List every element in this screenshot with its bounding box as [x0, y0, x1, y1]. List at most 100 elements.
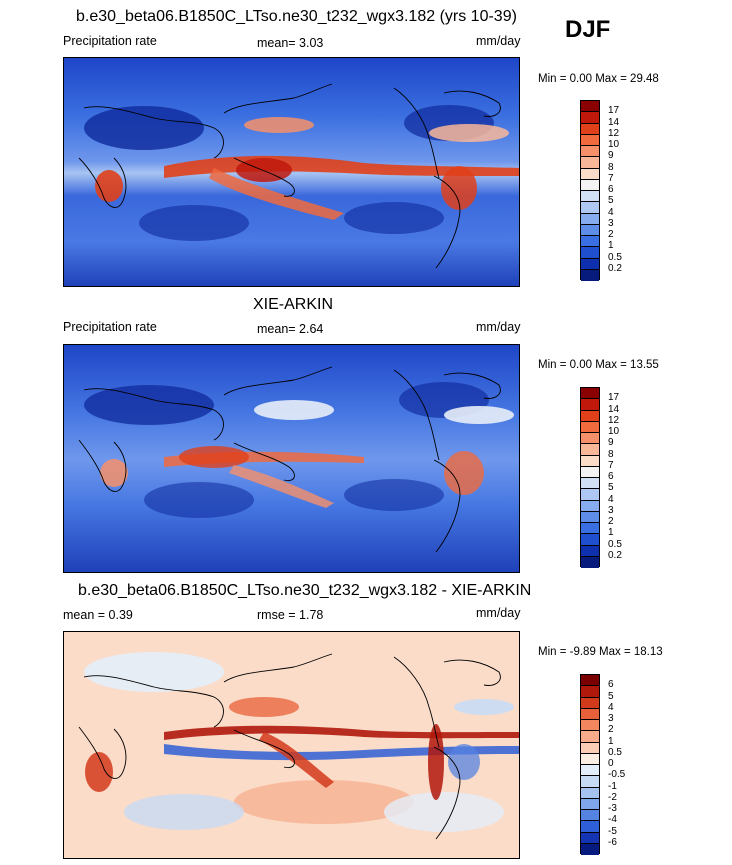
colorbar-swatch [581, 269, 599, 281]
colorbar-tick-label: 3 [608, 217, 614, 229]
colorbar-tick-label: 4 [608, 701, 614, 713]
colorbar-swatch [581, 112, 599, 124]
colorbar-tick-label: 4 [608, 206, 614, 218]
colorbar-swatch [581, 545, 599, 557]
panel-diff-colorbar [580, 674, 600, 855]
colorbar-swatch [581, 787, 599, 799]
colorbar-swatch [581, 146, 599, 158]
colorbar-swatch [581, 511, 599, 523]
panel-obs-minmax: Min = 0.00 Max = 13.55 [538, 359, 659, 371]
colorbar-swatch [581, 843, 599, 855]
colorbar-tick-label: 5 [608, 195, 614, 207]
colorbar-swatch [581, 455, 599, 467]
colorbar-tick-label: 2 [608, 724, 614, 736]
colorbar-tick-label: 0.5 [608, 538, 622, 550]
colorbar-tick-label: -6 [608, 836, 617, 848]
colorbar-tick-label: 9 [608, 437, 614, 449]
colorbar-tick-label: -0.5 [608, 769, 626, 781]
colorbar-swatch [581, 433, 599, 445]
colorbar-swatch [581, 247, 599, 259]
colorbar-swatch [581, 832, 599, 844]
colorbar-tick-label: 2 [608, 516, 614, 527]
panel-diff-mean: mean = 0.39 [63, 608, 133, 622]
panel-model-units: mm/day [476, 34, 521, 48]
panel-diff-rmse: rmse = 1.78 [257, 608, 324, 622]
panel-obs-mean: mean= 2.64 [257, 322, 324, 336]
colorbar-swatch [581, 720, 599, 732]
colorbar-tick-label: 5 [608, 482, 614, 494]
colorbar-tick-label: 0.2 [608, 262, 622, 274]
colorbar-tick-label: -3 [608, 803, 617, 814]
colorbar-swatch [581, 410, 599, 422]
colorbar-tick-label: -5 [608, 825, 617, 837]
panel-model-title: b.e30_beta06.B1850C_LTso.ne30_t232_wgx3.… [76, 8, 517, 25]
panel-obs-map [63, 344, 520, 573]
colorbar-tick-label: 7 [608, 459, 614, 471]
colorbar-tick-label: 6 [608, 471, 614, 482]
colorbar-tick-label: 0.2 [608, 549, 622, 561]
panel-model-minmax: Min = 0.00 Max = 29.48 [538, 73, 659, 85]
panel-model-colorbar [580, 100, 600, 281]
colorbar-swatch [581, 489, 599, 501]
colorbar-tick-label: 0.5 [608, 746, 622, 758]
colorbar-tick-label: 4 [608, 493, 614, 505]
colorbar-swatch [581, 157, 599, 169]
colorbar-swatch [581, 708, 599, 720]
season-label: DJF [565, 16, 611, 43]
colorbar-tick-label: 14 [608, 403, 620, 415]
colorbar-tick-label: 12 [608, 414, 620, 426]
colorbar-swatch [581, 224, 599, 236]
colorbar-tick-label: 0.5 [608, 251, 622, 263]
colorbar-swatch [581, 191, 599, 203]
colorbar-tick-label: -4 [608, 814, 617, 826]
colorbar-tick-label: 17 [608, 392, 620, 404]
colorbar-swatch [581, 399, 599, 411]
panel-diff-map [63, 631, 520, 859]
colorbar-swatch [581, 168, 599, 180]
colorbar-tick-label: 7 [608, 172, 614, 184]
colorbar-tick-label: 10 [608, 139, 620, 150]
colorbar-swatch [581, 134, 599, 146]
colorbar-swatch [581, 753, 599, 765]
colorbar-tick-label: 1 [608, 240, 614, 252]
colorbar-tick-label: -2 [608, 791, 617, 803]
colorbar-swatch [581, 202, 599, 214]
panel-obs-variable-label: Precipitation rate [63, 320, 157, 334]
colorbar-tick-label: 8 [608, 448, 614, 460]
colorbar-swatch [581, 742, 599, 754]
colorbar-swatch [581, 236, 599, 248]
colorbar-swatch [581, 466, 599, 478]
colorbar-swatch [581, 765, 599, 777]
colorbar-tick-label: 1 [608, 527, 614, 539]
colorbar-swatch [581, 534, 599, 546]
colorbar-tick-label: 1 [608, 735, 614, 747]
colorbar-swatch [581, 478, 599, 490]
colorbar-swatch [581, 731, 599, 743]
colorbar-tick-label: 6 [608, 679, 614, 691]
colorbar-swatch [581, 675, 599, 687]
colorbar-tick-label: 12 [608, 127, 620, 139]
colorbar-swatch [581, 123, 599, 135]
colorbar-swatch [581, 776, 599, 788]
colorbar-tick-label: 17 [608, 105, 620, 117]
colorbar-tick-label: -1 [608, 780, 617, 792]
panel-model-variable-label: Precipitation rate [63, 34, 157, 48]
panel-diff-title: b.e30_beta06.B1850C_LTso.ne30_t232_wgx3.… [78, 582, 532, 599]
colorbar-tick-label: 3 [608, 713, 614, 724]
colorbar-swatch [581, 697, 599, 709]
colorbar-swatch [581, 258, 599, 270]
panel-obs-title: XIE-ARKIN [253, 296, 334, 313]
colorbar-swatch [581, 101, 599, 113]
colorbar-swatch [581, 523, 599, 535]
colorbar-swatch [581, 810, 599, 822]
colorbar-swatch [581, 556, 599, 568]
colorbar-tick-label: 6 [608, 184, 614, 195]
panel-obs-units: mm/day [476, 320, 521, 334]
colorbar-tick-label: 9 [608, 150, 614, 162]
colorbar-swatch [581, 213, 599, 225]
colorbar-tick-label: 8 [608, 161, 614, 173]
colorbar-swatch [581, 500, 599, 512]
colorbar-swatch [581, 686, 599, 698]
panel-diff-units: mm/day [476, 606, 521, 620]
colorbar-tick-label: 14 [608, 116, 620, 128]
